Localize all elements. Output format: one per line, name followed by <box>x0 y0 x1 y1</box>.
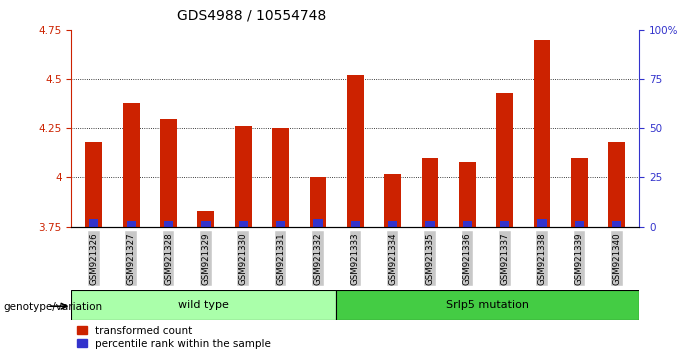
Bar <box>276 221 285 227</box>
Bar <box>272 128 289 227</box>
Text: GSM921335: GSM921335 <box>426 232 435 285</box>
Bar <box>351 221 360 227</box>
Text: GSM921336: GSM921336 <box>463 232 472 285</box>
Bar <box>337 290 639 320</box>
Text: GSM921338: GSM921338 <box>538 232 547 285</box>
Text: GSM921330: GSM921330 <box>239 232 248 285</box>
Text: GSM921331: GSM921331 <box>276 232 285 285</box>
Text: genotype/variation: genotype/variation <box>3 302 103 312</box>
Bar <box>571 158 588 227</box>
Bar <box>534 40 551 227</box>
Text: GSM921337: GSM921337 <box>500 232 509 285</box>
Bar <box>384 173 401 227</box>
Bar <box>463 221 472 227</box>
Bar <box>575 221 584 227</box>
Text: GSM921332: GSM921332 <box>313 232 322 285</box>
Text: GSM921340: GSM921340 <box>612 232 622 285</box>
Bar <box>612 221 622 227</box>
Bar <box>164 221 173 227</box>
Bar <box>197 211 214 227</box>
Text: GSM921333: GSM921333 <box>351 232 360 285</box>
Text: GSM921326: GSM921326 <box>89 232 99 285</box>
Bar <box>496 93 513 227</box>
Text: GSM921339: GSM921339 <box>575 232 584 285</box>
Bar <box>500 221 509 227</box>
Bar <box>239 221 248 227</box>
Bar <box>86 142 102 227</box>
Text: wild type: wild type <box>178 300 229 310</box>
Bar <box>123 103 139 227</box>
Bar <box>309 177 326 227</box>
Text: GSM921328: GSM921328 <box>164 232 173 285</box>
Bar <box>537 219 547 227</box>
Bar <box>313 219 322 227</box>
Bar <box>235 126 252 227</box>
Bar <box>160 119 177 227</box>
Bar <box>459 162 476 227</box>
Text: Srlp5 mutation: Srlp5 mutation <box>446 300 529 310</box>
Bar <box>609 142 625 227</box>
Bar <box>71 290 337 320</box>
Text: GSM921334: GSM921334 <box>388 232 397 285</box>
Bar <box>347 75 364 227</box>
Legend: transformed count, percentile rank within the sample: transformed count, percentile rank withi… <box>77 326 271 349</box>
Bar <box>201 221 211 227</box>
Bar <box>89 219 99 227</box>
Bar <box>388 221 397 227</box>
Text: GSM921327: GSM921327 <box>126 232 136 285</box>
Bar <box>426 221 435 227</box>
Text: GSM921329: GSM921329 <box>201 232 210 285</box>
Bar <box>126 221 136 227</box>
Text: GDS4988 / 10554748: GDS4988 / 10554748 <box>177 9 326 23</box>
Bar <box>422 158 439 227</box>
